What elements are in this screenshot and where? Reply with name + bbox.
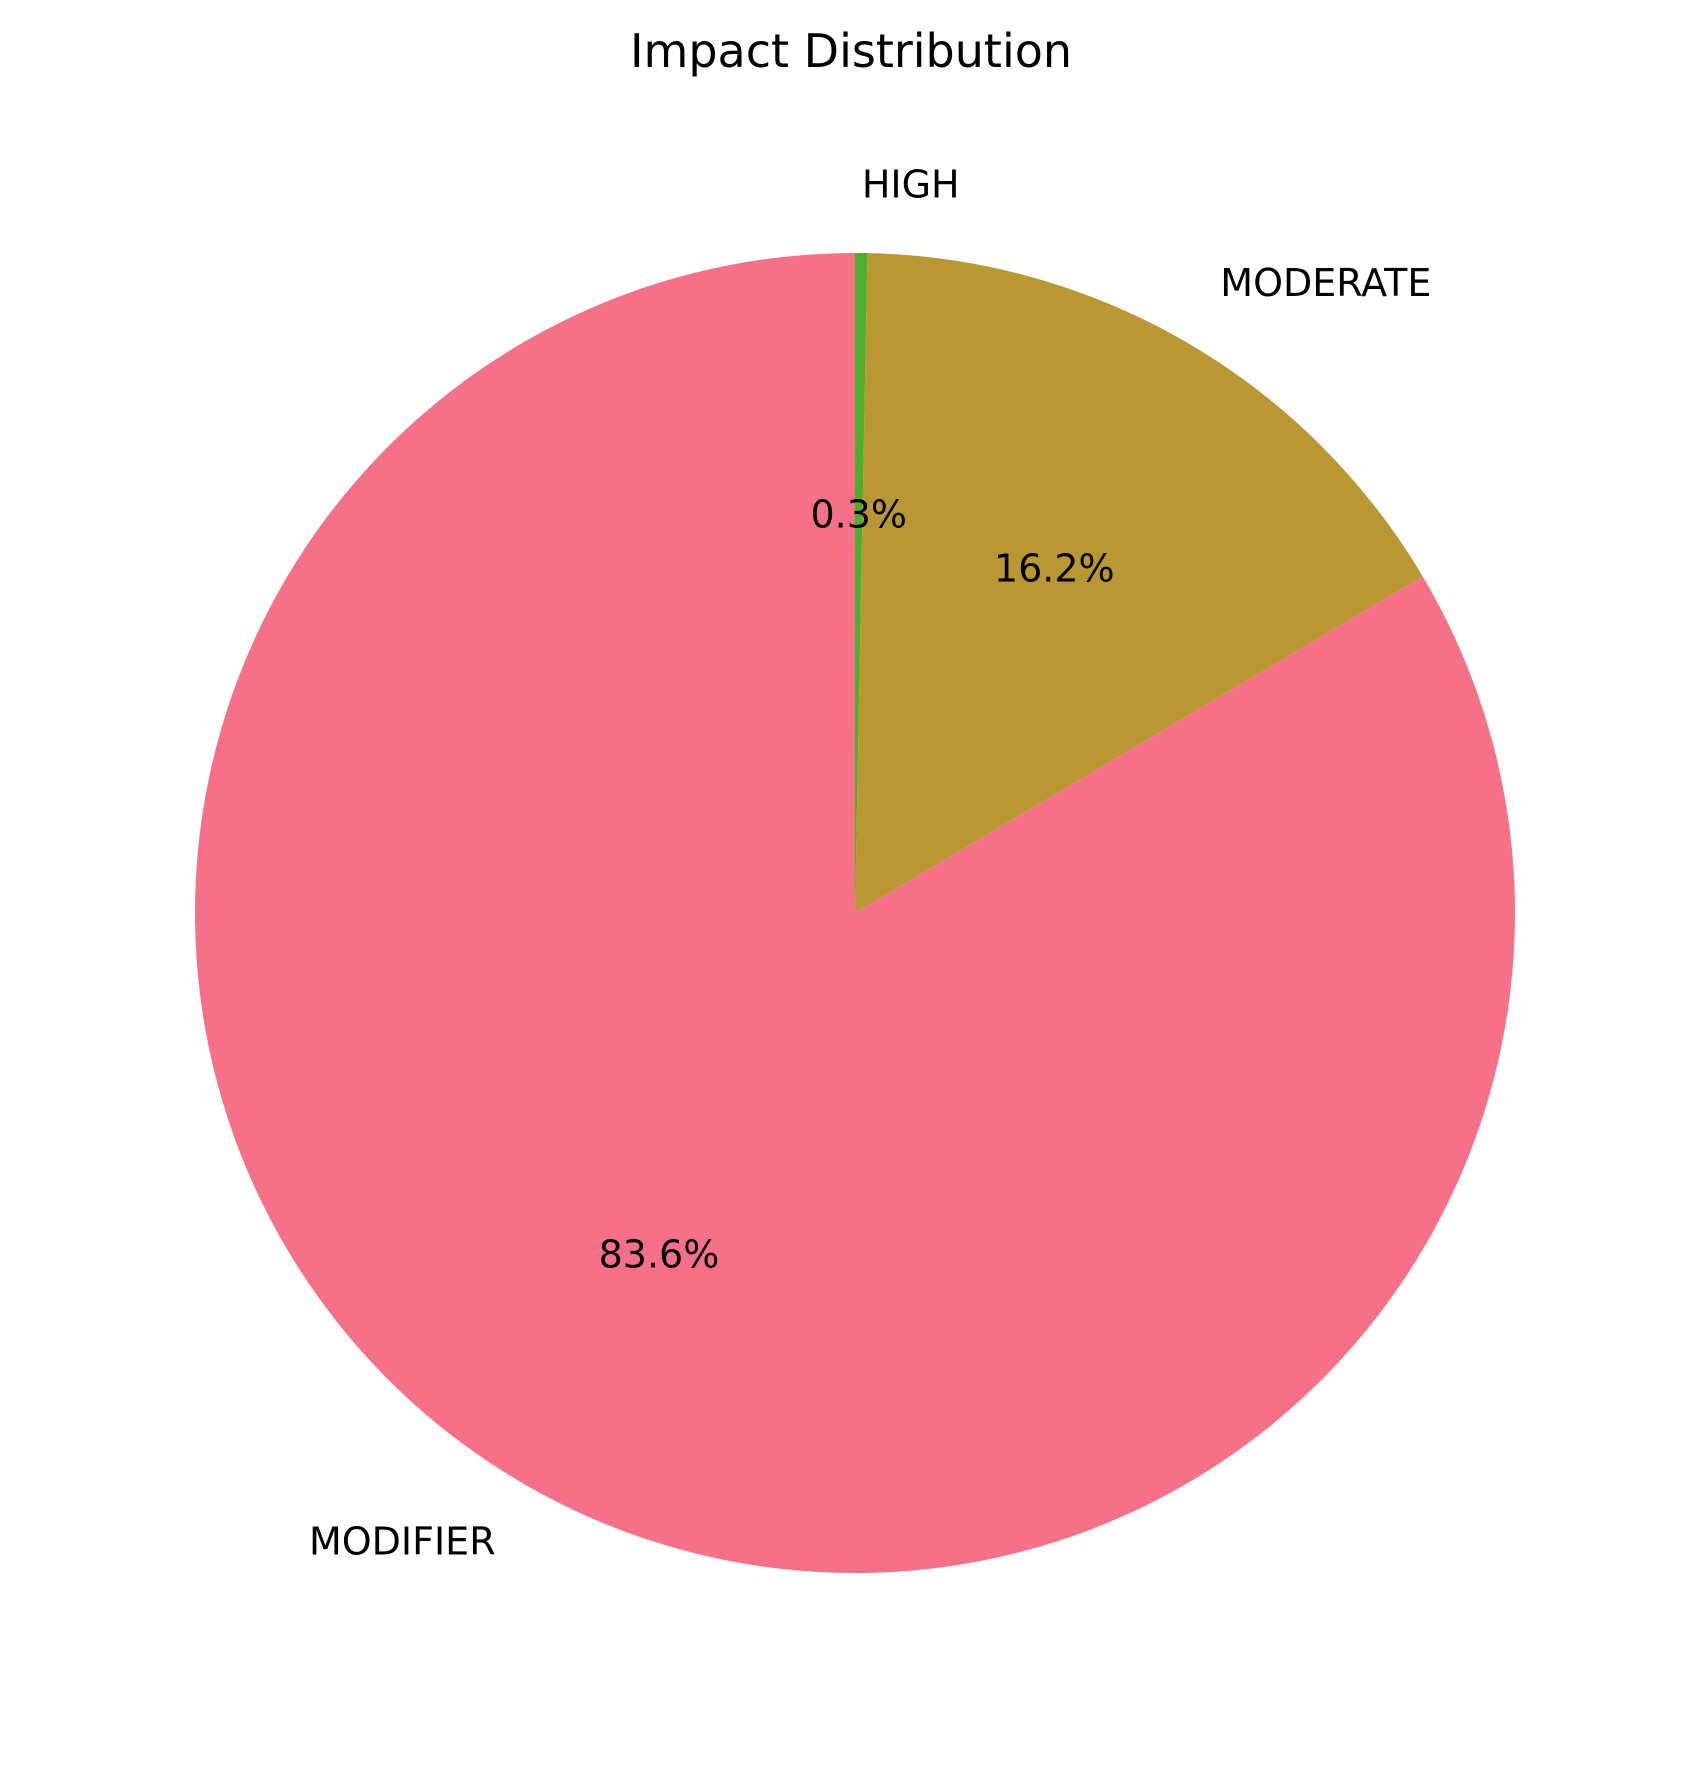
pie-labels: HIGH 0.3% MODERATE 16.2% MODIFIER 83.6% xyxy=(309,163,1431,1564)
pie-slice-moderate xyxy=(855,253,1423,914)
pct-label-high: 0.3% xyxy=(810,493,907,537)
slice-label-high: HIGH xyxy=(862,163,960,207)
pie-slice-modifier xyxy=(194,253,1515,1573)
slice-label-moderate: MODERATE xyxy=(1220,261,1431,305)
chart-title: Impact Distribution xyxy=(630,24,1072,78)
pie-slice-high xyxy=(855,253,868,913)
pct-label-moderate: 16.2% xyxy=(994,546,1115,590)
pie-slices xyxy=(194,253,1515,1573)
slice-label-modifier: MODIFIER xyxy=(309,1519,496,1563)
pct-label-modifier: 83.6% xyxy=(599,1233,720,1277)
